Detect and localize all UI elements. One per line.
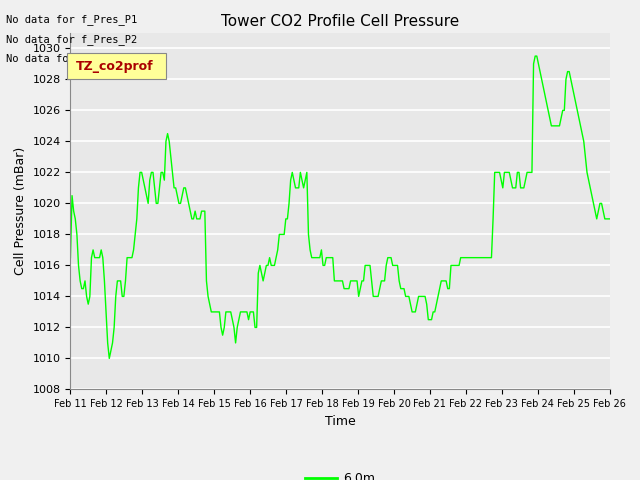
Text: No data for f_Pres_P1: No data for f_Pres_P1 — [6, 14, 138, 25]
Y-axis label: Cell Pressure (mBar): Cell Pressure (mBar) — [14, 147, 27, 275]
Legend: 6.0m: 6.0m — [300, 467, 380, 480]
Text: TZ_co2prof: TZ_co2prof — [76, 60, 153, 73]
Text: No data for f_Pres_P4: No data for f_Pres_P4 — [6, 53, 138, 64]
X-axis label: Time: Time — [324, 415, 355, 428]
Title: Tower CO2 Profile Cell Pressure: Tower CO2 Profile Cell Pressure — [221, 14, 459, 29]
Text: No data for f_Pres_P2: No data for f_Pres_P2 — [6, 34, 138, 45]
